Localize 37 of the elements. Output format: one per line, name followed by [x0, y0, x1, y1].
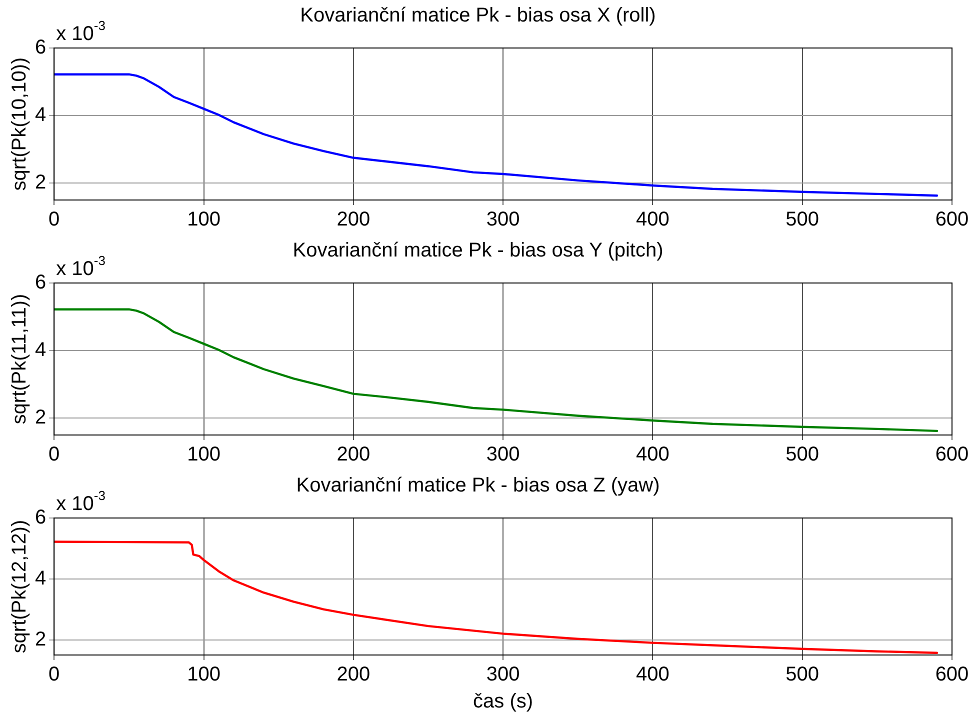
x-tick-label: 400	[636, 664, 670, 686]
x-tick-label: 500	[786, 444, 820, 466]
x-tick-label: 300	[486, 208, 520, 231]
x-tick-label: 100	[187, 664, 220, 686]
x-tick-label: 600	[935, 208, 969, 231]
x-tick-label: 100	[187, 208, 220, 231]
y-tick-label: 6	[35, 506, 46, 529]
y-axis-title: sqrt(Pk(11,11))	[8, 294, 31, 424]
chart-title: Kovarianční matice Pk - bias osa Y (pitch)	[292, 240, 664, 262]
x-tick-label: 300	[486, 444, 520, 466]
x-tick-label: 400	[636, 444, 670, 466]
x-tick-label: 600	[935, 444, 969, 466]
y-tick-label: 4	[35, 339, 46, 362]
y-tick-label: 6	[35, 272, 46, 294]
x-axis-title: čas (s)	[473, 690, 534, 713]
chart-title: Kovarianční matice Pk - bias osa X (roll)	[300, 4, 656, 27]
y-tick-label: 4	[35, 104, 46, 126]
x-tick-label: 400	[636, 208, 670, 231]
x-tick-label: 100	[187, 444, 220, 466]
x-tick-label: 200	[336, 208, 370, 231]
y-tick-label: 6	[35, 36, 46, 59]
x-tick-label: 0	[48, 444, 60, 466]
x-tick-label: 500	[786, 664, 820, 686]
x-tick-label: 300	[486, 664, 520, 686]
x-tick-label: 500	[786, 208, 820, 231]
y-tick-label: 4	[35, 567, 46, 590]
y-tick-label: 2	[35, 172, 46, 194]
y-axis-title: sqrt(Pk(10,10))	[8, 57, 31, 191]
x-tick-label: 0	[48, 664, 60, 686]
y-axis-title: sqrt(Pk(12,12))	[8, 520, 31, 654]
chart-title: Kovarianční matice Pk - bias osa Z (yaw)	[296, 474, 660, 497]
x-tick-label: 200	[336, 444, 370, 466]
y-tick-label: 2	[35, 406, 46, 429]
x-tick-label: 600	[935, 664, 969, 686]
x-tick-label: 200	[336, 664, 370, 686]
y-tick-label: 2	[35, 628, 46, 650]
x-tick-label: 0	[48, 208, 60, 231]
